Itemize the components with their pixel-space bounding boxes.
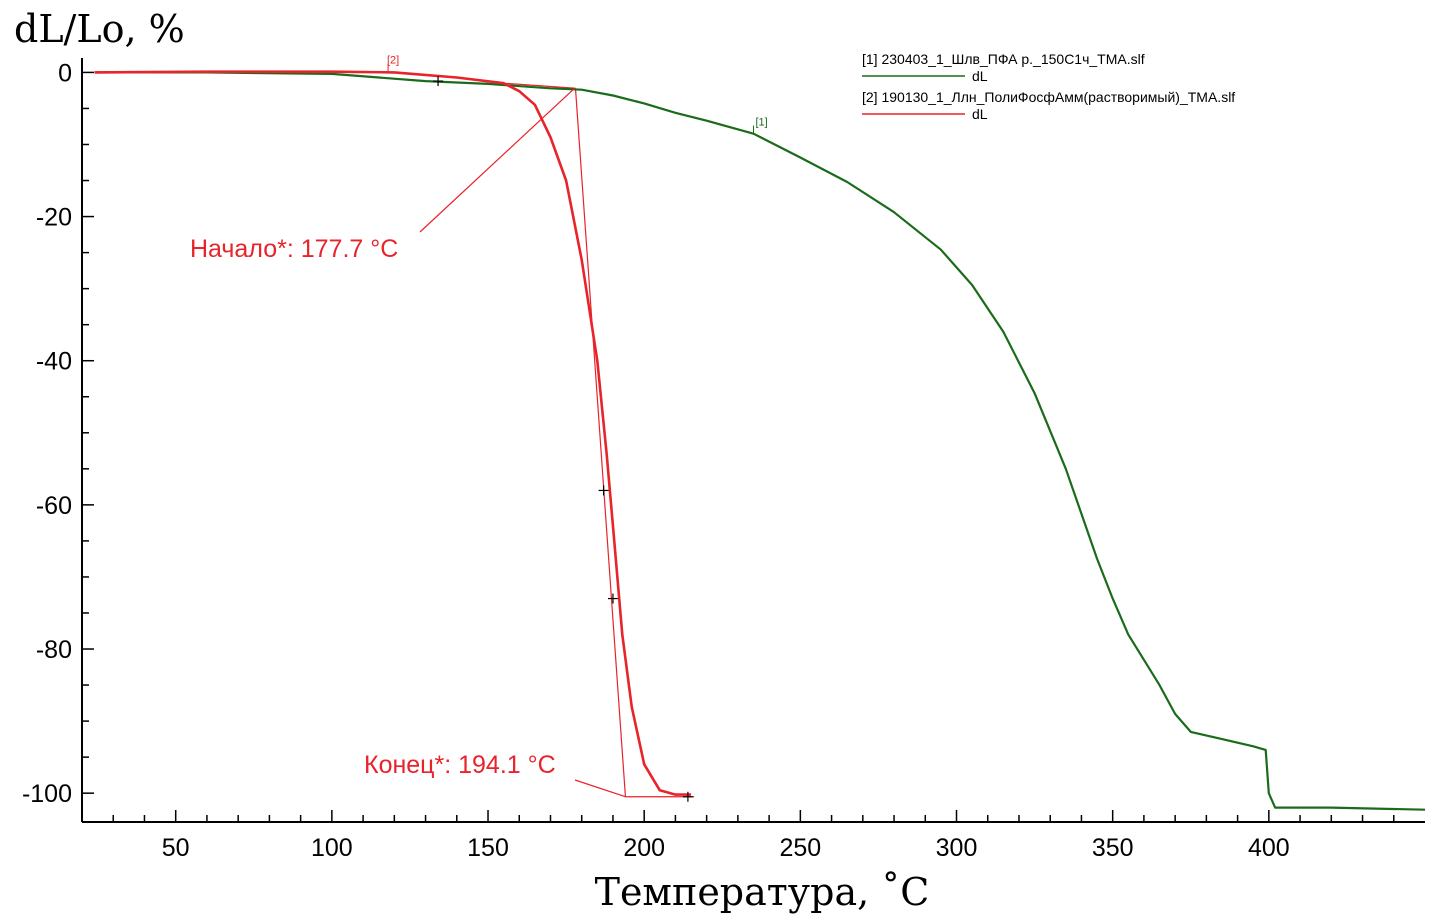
axis-ticks: 50 100 150 200 250 300 350 400 0 -20 -40 -60 -80 -100 bbox=[22, 59, 1395, 862]
y-tick-label: -80 bbox=[36, 636, 72, 664]
onset-annotation: Начало*: 177.7 °C bbox=[190, 235, 398, 263]
y-tick-label: -60 bbox=[36, 492, 72, 520]
cross-mark bbox=[682, 791, 693, 802]
y-tick-label: -100 bbox=[22, 780, 72, 808]
tangent-lines bbox=[503, 82, 695, 798]
tangent-line bbox=[574, 88, 627, 797]
x-tick-label: 100 bbox=[311, 834, 353, 862]
x-tick-label: 250 bbox=[779, 834, 821, 862]
series-line-1 bbox=[94, 71, 1426, 811]
end-annotation: Конец*: 194.1 °C bbox=[364, 751, 556, 779]
legend-entry-sublabel: dL bbox=[972, 106, 988, 122]
y-tick-label: -20 bbox=[36, 204, 72, 232]
end-leader-line bbox=[574, 779, 626, 798]
x-axis-title: Температура, ˚C bbox=[595, 870, 930, 914]
axes bbox=[81, 58, 1425, 823]
cross-mark bbox=[598, 485, 609, 496]
x-tick-label: 300 bbox=[936, 834, 978, 862]
cross-mark bbox=[433, 76, 444, 87]
series-1-marker: [1] bbox=[756, 117, 768, 129]
x-tick-label: 200 bbox=[623, 834, 665, 862]
legend-entry-sublabel: dL bbox=[972, 68, 988, 84]
cross-mark bbox=[607, 593, 618, 604]
tangent-line bbox=[503, 82, 576, 89]
series-2-marker: [2] bbox=[387, 55, 399, 67]
series-lines bbox=[94, 70, 1426, 811]
series-line-2 bbox=[94, 70, 691, 796]
cross-marks bbox=[433, 76, 693, 802]
y-tick-label: -40 bbox=[36, 348, 72, 376]
legend-entry-name: [2] 190130_1_Ллн_ПолиФосфАмм(растворимый… bbox=[862, 89, 1235, 105]
annotations: [1] [2] Начало*: 177.7 °C Конец*: 194.1 °C bbox=[190, 55, 768, 798]
y-axis-title: dL/Lo, % bbox=[14, 7, 185, 51]
x-tick-label: 50 bbox=[162, 834, 190, 862]
y-tick-label: 0 bbox=[58, 59, 72, 87]
x-tick-label: 400 bbox=[1248, 834, 1290, 862]
legend: [1] 230403_1_Шлв_ПФА р._150С1ч_TMA.slfdL… bbox=[862, 51, 1235, 122]
x-tick-label: 150 bbox=[467, 834, 509, 862]
legend-entry-name: [1] 230403_1_Шлв_ПФА р._150С1ч_TMA.slf bbox=[862, 51, 1145, 67]
x-tick-label: 350 bbox=[1092, 834, 1134, 862]
onset-leader-line bbox=[419, 87, 575, 233]
